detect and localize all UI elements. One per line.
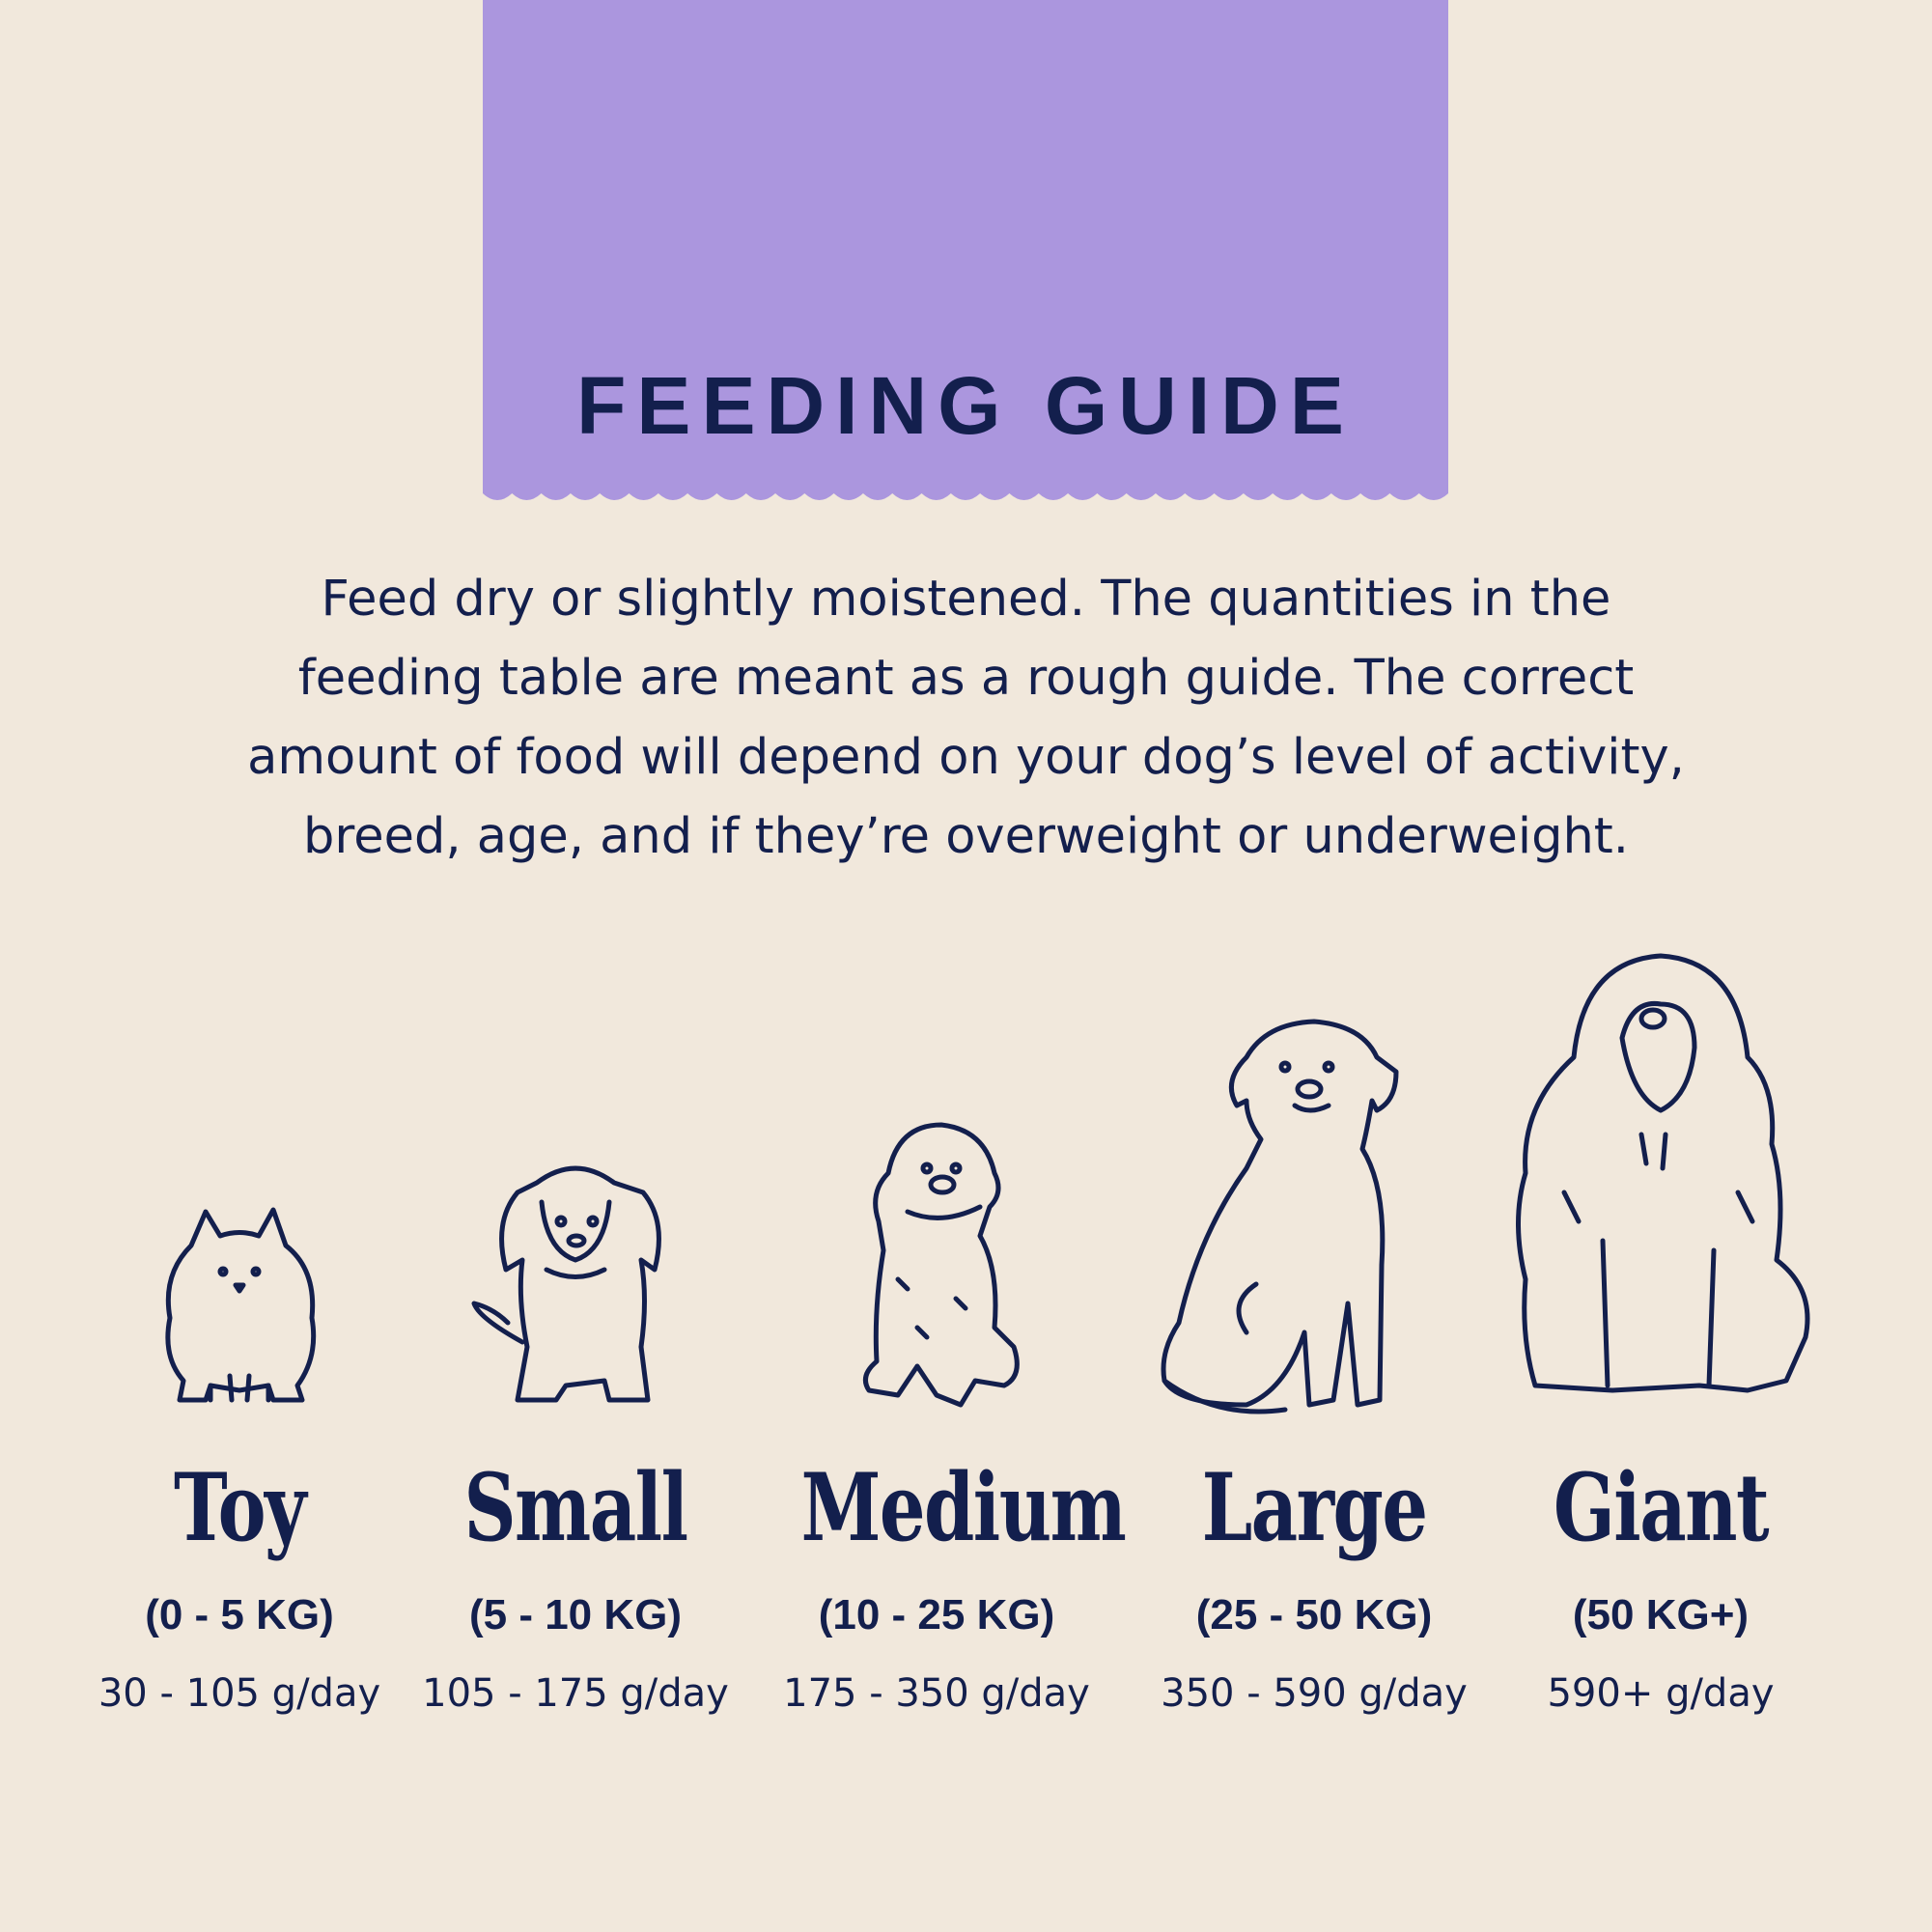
spaniel-dog-icon bbox=[471, 1165, 661, 1403]
page-title: FEEDING GUIDE bbox=[576, 360, 1355, 451]
sheepdog-dog-icon bbox=[1516, 953, 1810, 1393]
size-name: Medium bbox=[800, 1453, 1127, 1562]
size-weight-range: (10 - 25 KG) bbox=[818, 1591, 1055, 1638]
doodle-dog-icon bbox=[862, 1122, 1020, 1408]
intro-paragraph: Feed dry or slightly moistened. The quan… bbox=[145, 560, 1787, 877]
intro-line: amount of food will depend on your dog’s… bbox=[247, 729, 1685, 786]
intro-line: Feed dry or slightly moistened. The quan… bbox=[321, 571, 1611, 628]
size-name: Giant bbox=[1553, 1453, 1770, 1562]
size-daily-amount: 105 - 175 g/day bbox=[422, 1671, 729, 1716]
size-weight-range: (25 - 50 KG) bbox=[1195, 1591, 1433, 1638]
wavy-edge bbox=[483, 486, 1448, 500]
size-daily-amount: 175 - 350 g/day bbox=[783, 1671, 1090, 1716]
size-name: Small bbox=[463, 1453, 688, 1562]
size-daily-amount: 590+ g/day bbox=[1547, 1671, 1775, 1716]
size-weight-range: (5 - 10 KG) bbox=[468, 1591, 683, 1638]
size-name: Toy bbox=[174, 1453, 306, 1562]
header-banner bbox=[483, 0, 1448, 488]
size-daily-amount: 350 - 590 g/day bbox=[1161, 1671, 1468, 1716]
intro-line: breed, age, and if they’re overweight or… bbox=[302, 808, 1629, 865]
size-daily-amount: 30 - 105 g/day bbox=[98, 1671, 381, 1716]
labrador-dog-icon bbox=[1161, 1019, 1399, 1414]
size-weight-range: (0 - 5 KG) bbox=[145, 1591, 334, 1638]
size-weight-range: (50 KG+) bbox=[1572, 1591, 1750, 1638]
size-name: Large bbox=[1201, 1453, 1428, 1562]
intro-line: feeding table are meant as a rough guide… bbox=[297, 650, 1635, 707]
pomeranian-dog-icon bbox=[165, 1207, 317, 1403]
